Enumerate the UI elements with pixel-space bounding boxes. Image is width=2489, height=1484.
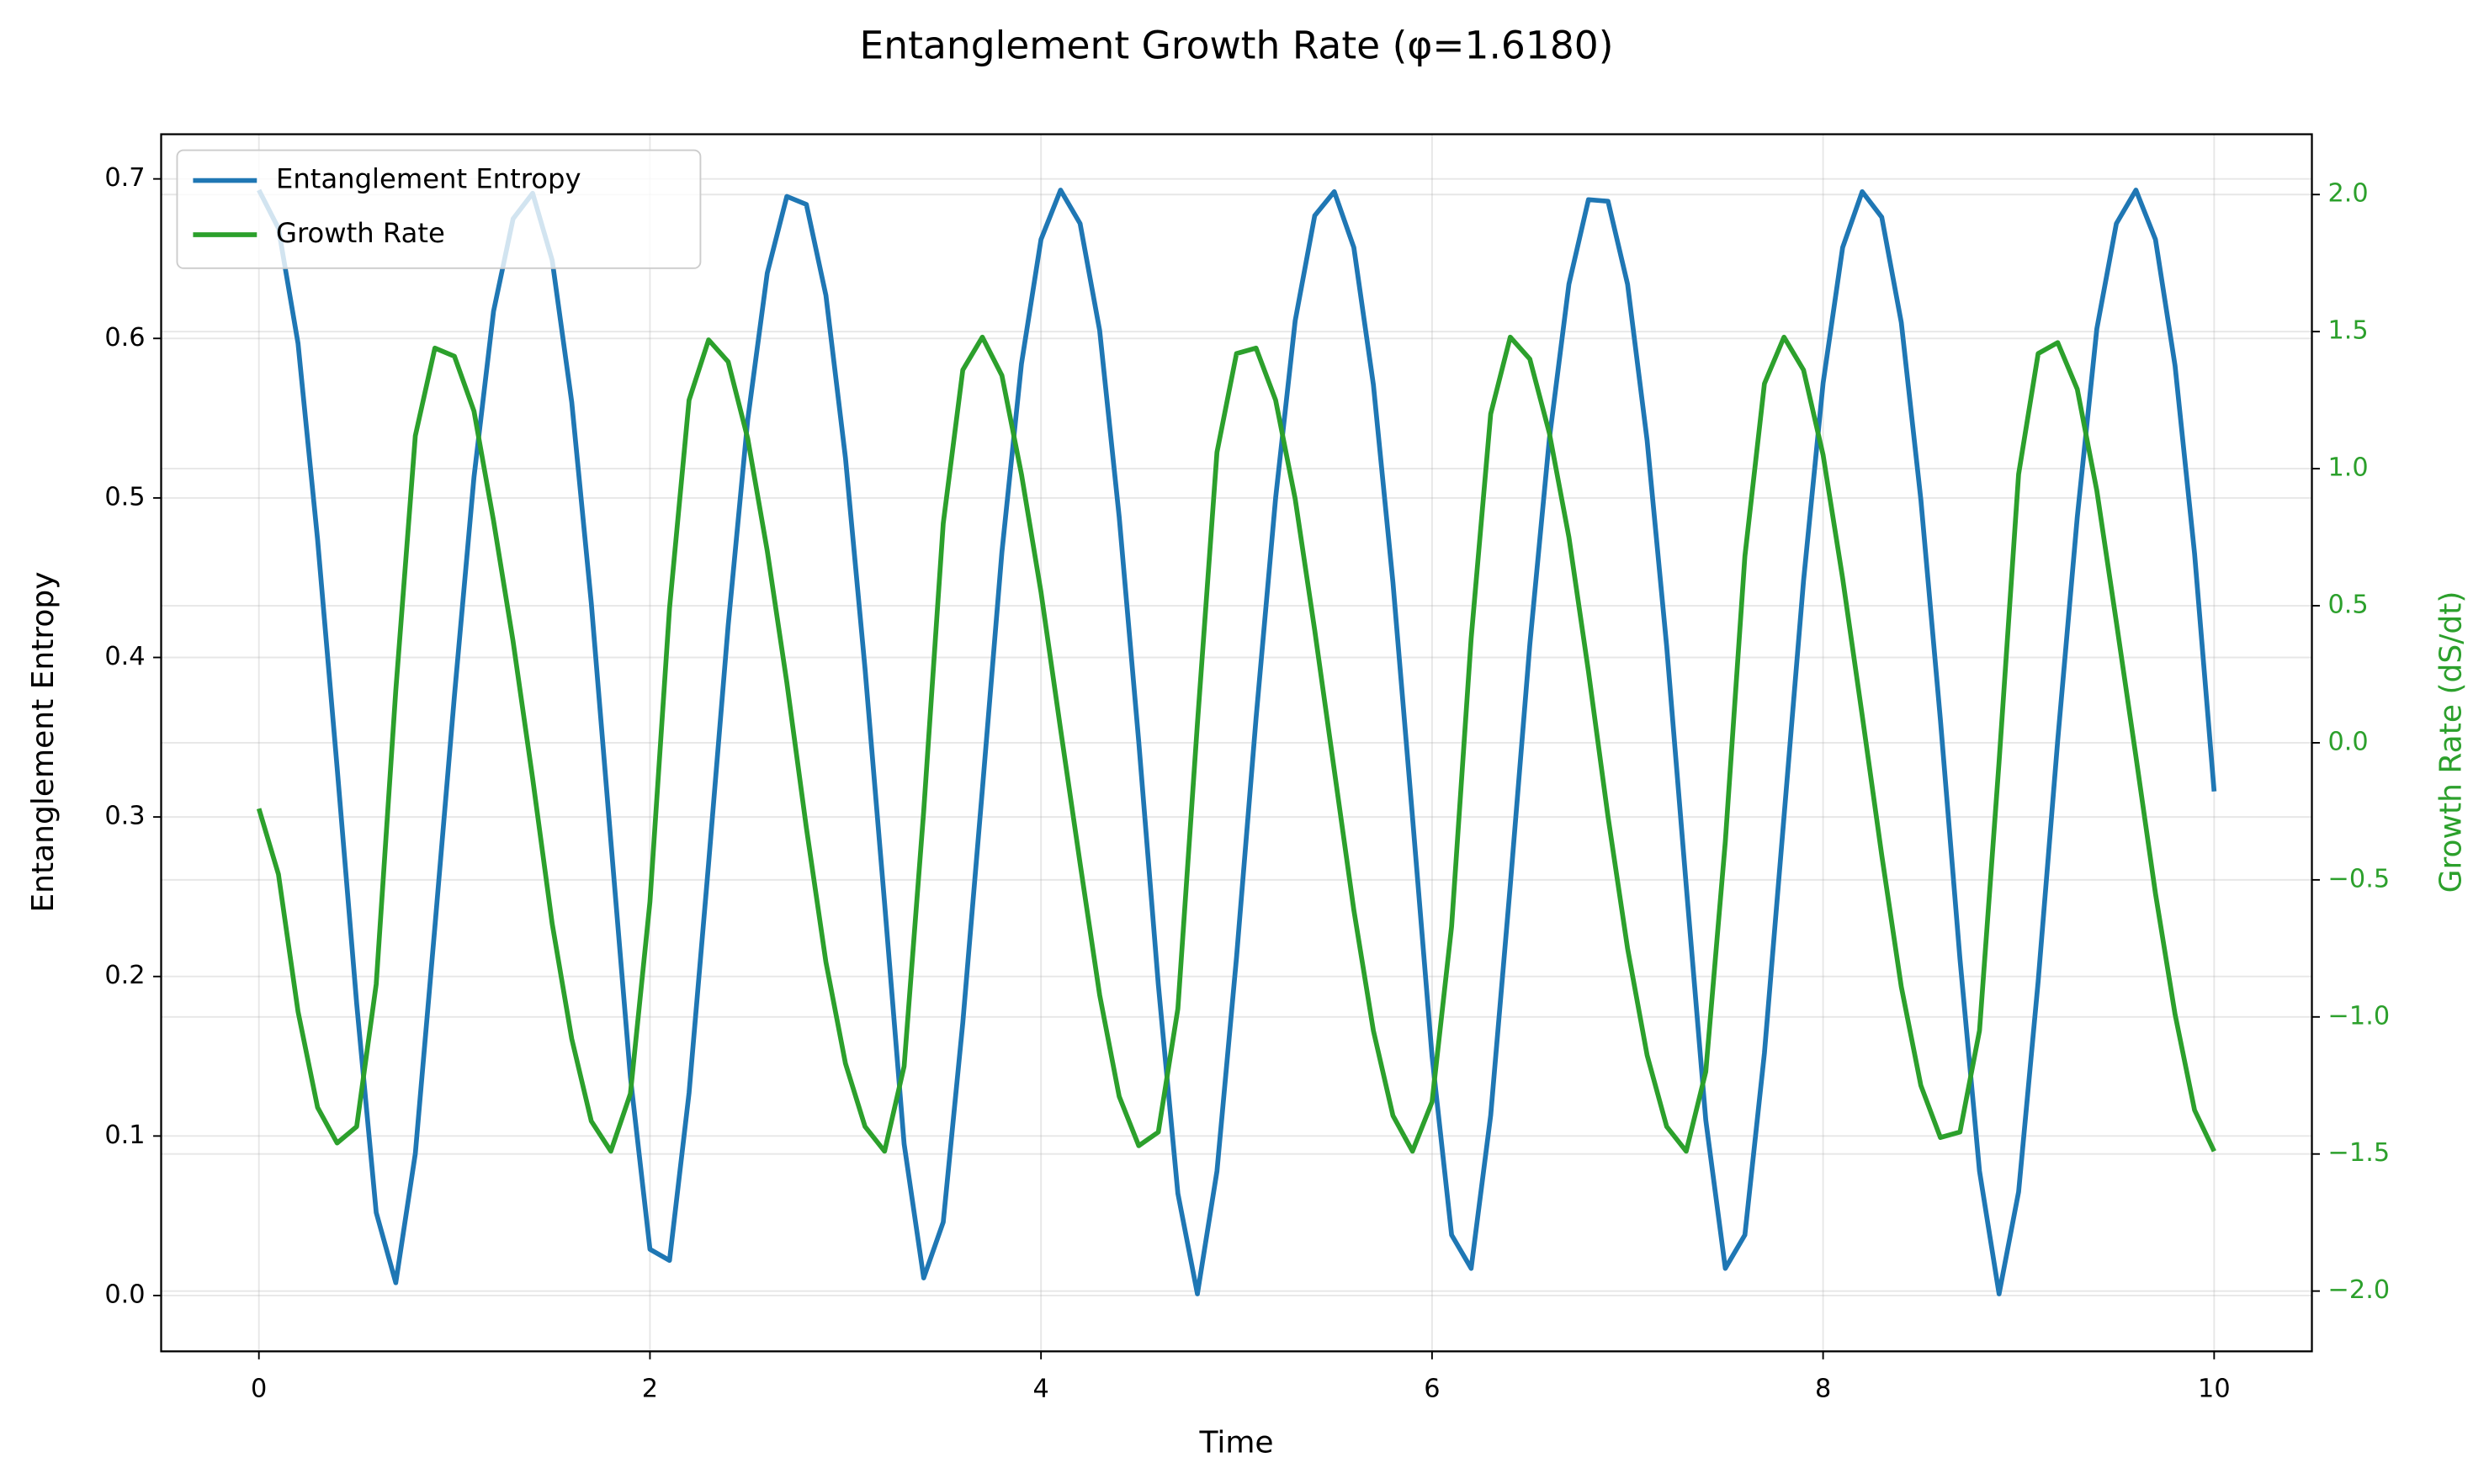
y2-tick-label: −2.0 bbox=[2327, 1275, 2390, 1305]
series-line bbox=[257, 188, 2217, 1296]
y-axis-label: Entanglement Entropy bbox=[26, 571, 61, 912]
legend-box bbox=[176, 149, 702, 269]
series-line bbox=[256, 334, 2216, 1154]
x-tick-label: 6 bbox=[1424, 1374, 1440, 1403]
y2-tick-label: 0.5 bbox=[2327, 591, 2368, 620]
y2-tick-label: 1.5 bbox=[2327, 316, 2368, 346]
x-tick-label: 8 bbox=[1815, 1374, 1831, 1403]
legend-label: Entanglement Entropy bbox=[276, 163, 581, 195]
x-tick-label: 4 bbox=[1033, 1374, 1049, 1403]
y2-tick-label: −1.0 bbox=[2327, 1001, 2390, 1031]
chart-title: Entanglement Growth Rate (φ=1.6180) bbox=[860, 24, 1614, 68]
y2-tick-label: −1.5 bbox=[2327, 1138, 2390, 1168]
plot-lines bbox=[256, 188, 2217, 1296]
y-tick-label: 0.5 bbox=[104, 482, 145, 511]
y-tick-label: 0.2 bbox=[104, 961, 145, 990]
y2-tick-label: 2.0 bbox=[2327, 179, 2368, 209]
y-tick-label: 0.3 bbox=[104, 802, 145, 831]
y2-tick-label: 0.0 bbox=[2327, 727, 2368, 756]
legend-label: Growth Rate bbox=[276, 217, 445, 249]
x-tick-label: 0 bbox=[251, 1374, 267, 1403]
y-tick-label: 0.6 bbox=[104, 323, 145, 352]
axes: 0 2 4 6 8 10 0.0 0.1 0.2 0.3 0.4 0.5 0.6 0.7 −2.0 −1.5 −… bbox=[104, 163, 2390, 1403]
grid bbox=[161, 134, 2312, 1352]
y-tick-label: 0.1 bbox=[104, 1121, 145, 1150]
y-tick-label: 0.4 bbox=[104, 642, 145, 671]
y-tick-label: 0.0 bbox=[104, 1280, 145, 1309]
x-tick-label: 2 bbox=[642, 1374, 658, 1403]
legend: Entanglement Entropy Growth Rate bbox=[176, 149, 702, 269]
x-axis-label: Time bbox=[1198, 1425, 1273, 1460]
y-tick-label: 0.7 bbox=[104, 163, 145, 193]
y2-tick-label: −0.5 bbox=[2327, 864, 2390, 893]
y2-axis-label: Growth Rate (dS/dt) bbox=[2433, 591, 2468, 893]
x-tick-label: 10 bbox=[2198, 1374, 2231, 1403]
y2-tick-label: 1.0 bbox=[2327, 453, 2368, 483]
